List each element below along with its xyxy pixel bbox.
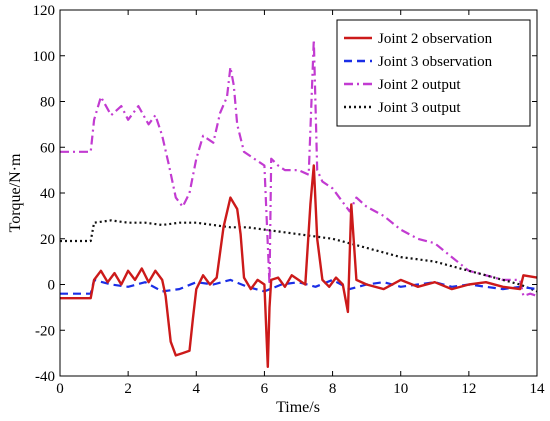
y-tick-label: 0 <box>48 278 56 294</box>
plot-area-border <box>59 9 538 377</box>
legend-label-joint-2-output: Joint 2 output <box>378 77 461 93</box>
y-tick-label: 60 <box>40 140 55 156</box>
series-line-joint-2-output <box>60 38 538 297</box>
y-tick-label: 80 <box>40 95 55 111</box>
series-line-joint-3-output <box>60 219 538 293</box>
x-axis-label: Time/s <box>276 399 320 416</box>
x-axis-ticks: 0 2 4 6 8 10 12 14 <box>56 10 545 397</box>
x-tick-label: 12 <box>461 381 476 397</box>
legend: Joint 2 observation Joint 3 observation Jo… <box>336 19 531 127</box>
y-axis-label: Torque/N·m <box>7 153 24 232</box>
y-tick-label: 20 <box>40 232 55 248</box>
y-tick-label: 100 <box>33 49 56 65</box>
y-axis-ticks: -40 -20 0 20 40 60 80 100 120 <box>33 3 537 385</box>
x-tick-label: 0 <box>56 381 64 397</box>
legend-label-joint-2-observation: Joint 2 observation <box>378 31 493 47</box>
legend-label-joint-3-output: Joint 3 output <box>378 100 461 116</box>
y-tick-label: -40 <box>35 369 55 385</box>
x-tick-label: 14 <box>530 381 546 397</box>
chart-series <box>60 38 538 368</box>
x-tick-label: 4 <box>193 381 201 397</box>
series-line-joint-3-observation <box>60 278 538 295</box>
y-tick-label: 120 <box>33 3 56 19</box>
x-tick-label: 2 <box>124 381 132 397</box>
x-tick-label: 6 <box>261 381 269 397</box>
y-tick-label: 40 <box>40 186 55 202</box>
x-tick-label: 10 <box>393 381 408 397</box>
series-line-joint-2-observation <box>60 164 538 368</box>
x-tick-label: 8 <box>329 381 337 397</box>
legend-label-joint-3-observation: Joint 3 observation <box>378 54 493 70</box>
y-tick-label: -20 <box>35 323 55 339</box>
